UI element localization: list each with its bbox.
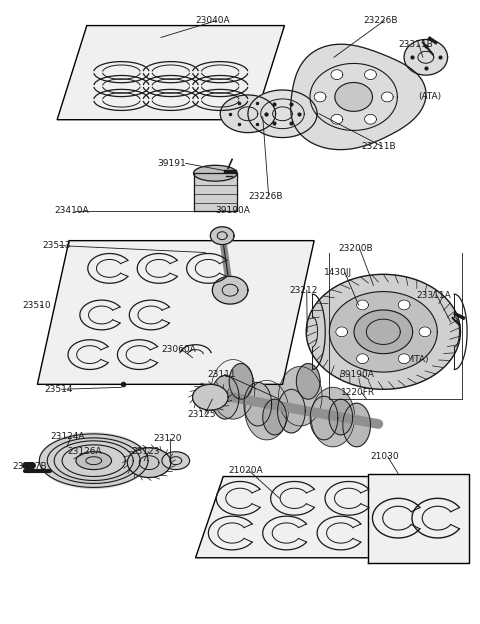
Polygon shape — [311, 388, 355, 447]
Polygon shape — [398, 300, 410, 310]
Text: 23200B: 23200B — [339, 244, 373, 253]
Polygon shape — [404, 39, 447, 75]
Text: 39190A: 39190A — [339, 370, 374, 379]
Polygon shape — [369, 474, 469, 563]
Polygon shape — [354, 310, 413, 354]
Text: 23410A: 23410A — [54, 207, 89, 215]
Text: 23513: 23513 — [42, 241, 71, 250]
Text: 39190A: 39190A — [216, 207, 250, 215]
Polygon shape — [248, 90, 317, 137]
Polygon shape — [245, 381, 288, 440]
Polygon shape — [331, 70, 343, 80]
Polygon shape — [263, 399, 287, 435]
Text: 23510: 23510 — [23, 301, 51, 310]
Text: 21030: 21030 — [371, 452, 399, 461]
Polygon shape — [211, 376, 239, 419]
Text: 23211B: 23211B — [361, 142, 396, 151]
Text: 39191: 39191 — [157, 159, 186, 168]
Polygon shape — [336, 327, 348, 337]
Polygon shape — [329, 291, 437, 372]
Polygon shape — [127, 448, 171, 477]
Text: 23311B: 23311B — [398, 40, 433, 49]
Text: 23040A: 23040A — [195, 16, 230, 25]
Polygon shape — [76, 452, 111, 470]
Text: (MTA): (MTA) — [403, 355, 429, 364]
Text: 23226B: 23226B — [248, 192, 282, 200]
Polygon shape — [193, 165, 237, 181]
Polygon shape — [277, 389, 305, 433]
Polygon shape — [210, 227, 234, 245]
Polygon shape — [335, 82, 372, 111]
Polygon shape — [244, 383, 272, 426]
Polygon shape — [192, 384, 228, 410]
Text: 1220FR: 1220FR — [341, 388, 375, 397]
Polygon shape — [306, 275, 460, 389]
Polygon shape — [296, 364, 320, 399]
Text: 23111: 23111 — [207, 370, 236, 379]
Polygon shape — [278, 366, 322, 426]
Polygon shape — [37, 241, 314, 384]
Text: 23212: 23212 — [289, 286, 318, 295]
Text: (ATA): (ATA) — [418, 92, 441, 102]
Polygon shape — [212, 276, 248, 304]
Text: 23514: 23514 — [44, 385, 73, 394]
Polygon shape — [381, 92, 393, 102]
Polygon shape — [211, 359, 255, 419]
Text: 21020A: 21020A — [228, 466, 263, 475]
Polygon shape — [39, 433, 148, 489]
Polygon shape — [329, 399, 353, 435]
Polygon shape — [357, 300, 369, 310]
Text: 23311A: 23311A — [416, 291, 451, 300]
Text: 23127B: 23127B — [12, 462, 48, 471]
Polygon shape — [195, 477, 451, 558]
Polygon shape — [229, 364, 253, 399]
Polygon shape — [364, 70, 376, 80]
Text: 23125: 23125 — [188, 409, 216, 419]
Polygon shape — [398, 354, 410, 364]
Polygon shape — [57, 26, 285, 120]
Text: 23120: 23120 — [153, 434, 181, 444]
Polygon shape — [314, 92, 326, 102]
Text: 23060A: 23060A — [161, 345, 196, 354]
Polygon shape — [291, 44, 426, 150]
Text: 23126A: 23126A — [67, 447, 102, 456]
Polygon shape — [357, 354, 369, 364]
Polygon shape — [419, 327, 431, 337]
Text: 23123: 23123 — [131, 447, 160, 456]
Text: 23124A: 23124A — [50, 432, 85, 441]
Polygon shape — [364, 114, 376, 124]
Polygon shape — [162, 452, 190, 470]
Polygon shape — [193, 173, 237, 211]
Text: 1430JJ: 1430JJ — [324, 268, 352, 277]
Polygon shape — [310, 396, 338, 440]
Polygon shape — [331, 114, 343, 124]
Polygon shape — [343, 403, 371, 447]
Polygon shape — [220, 95, 276, 133]
Text: 23226B: 23226B — [363, 16, 398, 25]
